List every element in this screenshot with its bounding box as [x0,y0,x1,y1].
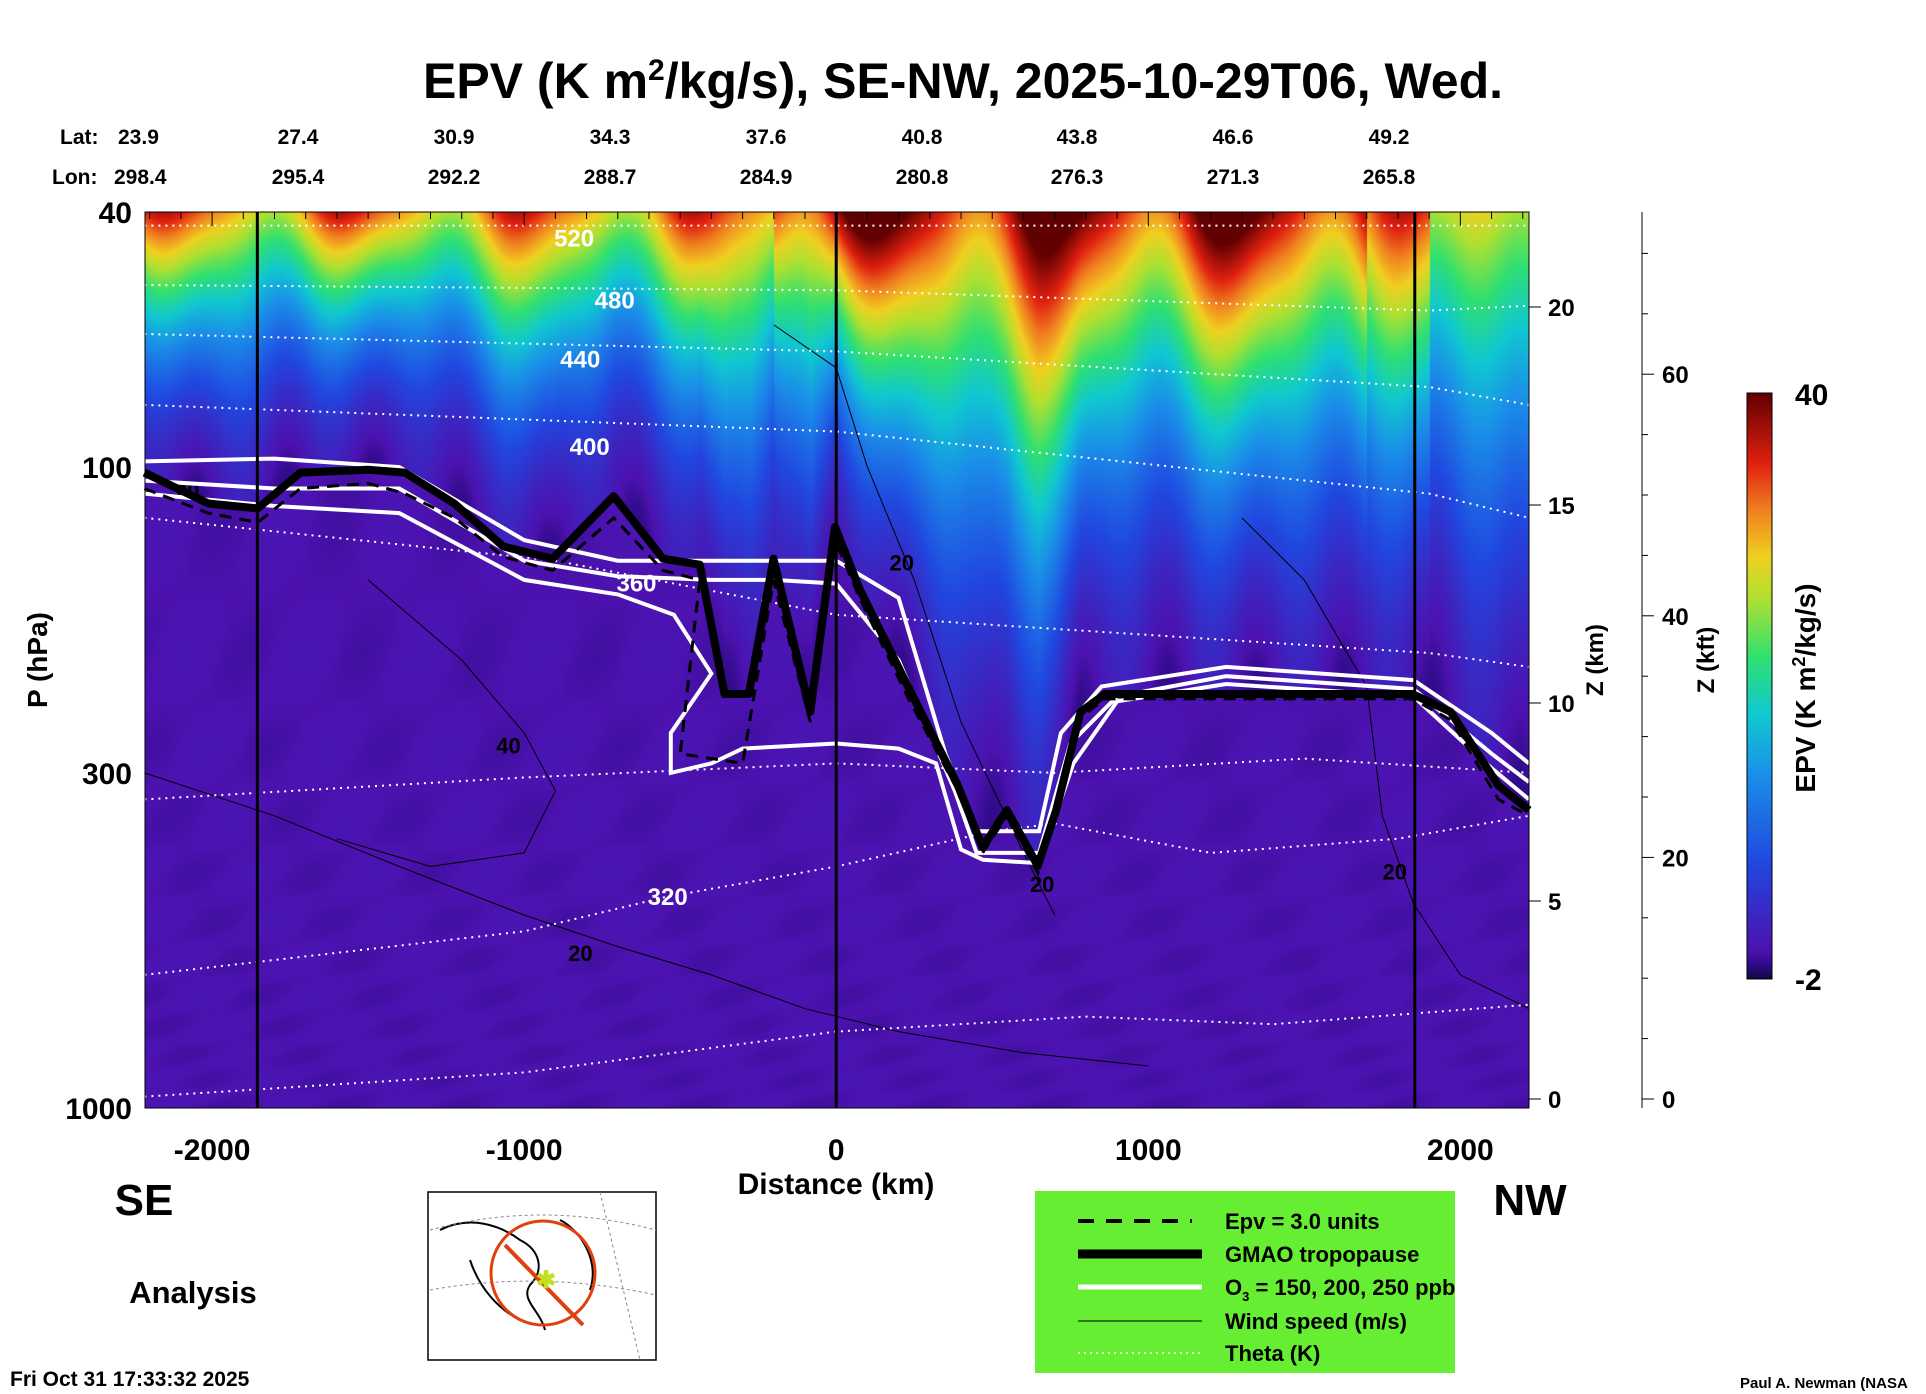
timestamp: Fri Oct 31 17:33:32 2025 [10,1368,250,1391]
range-circle-icon [489,1219,597,1327]
credit: Paul A. Newman (NASA [1740,1375,1908,1392]
legend-theta: Theta (K) [1225,1341,1320,1366]
longitude-value: 276.3 [1051,166,1104,189]
colorbar-min-label: -2 [1795,964,1822,997]
wind-speed-contour [336,579,556,868]
zkft-tick-label: 60 [1662,362,1689,389]
x-axis-label: Distance (km) [738,1168,935,1201]
analysis-label: Analysis [129,1275,257,1310]
x-tick-label: 1000 [1115,1134,1182,1167]
y-tick-label: 300 [82,758,132,791]
theta-contour [144,1003,1530,1098]
longitude-value: 265.8 [1363,166,1416,189]
y-tick-label: 100 [82,452,132,485]
location-map-inset: ✱ [427,1191,657,1361]
colorbar-label: EPV (K m2/kg/s) [1789,583,1821,792]
zkm-tick-label: 10 [1548,691,1575,718]
legend-box [1035,1191,1455,1373]
wind-speed-label: 20 [1383,859,1407,884]
latitude-value: 46.6 [1213,126,1254,149]
x-tick-label: 0 [828,1134,845,1167]
lat-label: Lat: [60,126,99,149]
wind-speed-label: 20 [890,550,914,575]
lat-lon-labels: Lat: Lon: 23.9 27.4 30.9 34.3 37.6 40.8 43.8 46… [52,126,1416,189]
y-tick-label: 1000 [65,1093,132,1126]
longitude-value: 271.3 [1207,166,1260,189]
theta-label: 400 [570,434,610,461]
direction-se: SE [115,1176,174,1225]
center-star-icon: ✱ [536,1267,556,1294]
axes: -2000 -1000 0 1000 2000 40 100 300 1000 0 5 10 15 20 0… [65,197,1688,1167]
zkft-tick-label: 40 [1662,604,1689,631]
x-tick-label: -2000 [174,1134,251,1167]
theta-label: 440 [560,347,600,374]
theta-label: 520 [554,226,594,253]
longitude-value: 284.9 [740,166,793,189]
lon-label: Lon: [52,166,97,189]
longitude-value: 288.7 [584,166,637,189]
zkm-tick-label: 20 [1548,295,1575,322]
direction-nw: NW [1493,1176,1567,1225]
latitude-value: 37.6 [746,126,787,149]
longitude-value: 298.4 [114,166,167,189]
plot-frame [144,211,1530,1109]
x-tick-label: 2000 [1427,1134,1494,1167]
legend: Epv = 3.0 units GMAO tropopause O3 = 150… [1035,1191,1455,1373]
legend-tropopause: GMAO tropopause [1225,1242,1419,1267]
chart-title: EPV (K m2/kg/s), SE-NW, 2025-10-29T06, W… [423,53,1503,109]
y-axis-label: P (hPa) [22,612,53,708]
zkft-tick-label: 20 [1662,845,1689,872]
latitude-value: 34.3 [590,126,631,149]
theta-contour [144,757,1530,801]
longitude-value: 292.2 [428,166,481,189]
zkm-tick-label: 15 [1548,493,1575,520]
longitude-value: 295.4 [272,166,325,189]
colorbar [1746,392,1773,980]
legend-epv: Epv = 3.0 units [1225,1209,1380,1234]
wind-speed-contour [144,772,1149,1067]
latitude-value: 23.9 [118,126,159,149]
zkft-axis-label: Z (kft) [1693,627,1720,694]
wind-speed-label: 20 [1030,872,1054,897]
latitude-value: 30.9 [434,126,475,149]
x-tick-label: -1000 [486,1134,563,1167]
wind-speed-contour [1241,517,1530,1010]
theta-label: 480 [595,288,635,315]
latitude-value: 49.2 [1369,126,1410,149]
latitude-value: 27.4 [278,126,319,149]
gmao-tropopause [142,465,1532,870]
wind-speed-label: 20 [568,941,592,966]
zkm-tick-label: 5 [1548,889,1561,916]
wind-speed-label: 40 [496,734,520,759]
theta-label: 320 [648,884,688,911]
zkft-tick-label: 0 [1662,1087,1675,1114]
colorbar-max-label: 40 [1795,379,1828,412]
theta-contour [144,284,1530,312]
y-tick-label: 40 [99,197,132,230]
legend-wind: Wind speed (m/s) [1225,1309,1407,1334]
transect-line-icon [503,1243,585,1327]
longitude-value: 280.8 [896,166,949,189]
zkm-tick-label: 0 [1548,1087,1561,1114]
zkm-axis-label: Z (km) [1582,624,1609,696]
legend-o3: O3 = 150, 200, 250 ppb [1225,1275,1455,1304]
latitude-value: 43.8 [1057,126,1098,149]
latitude-value: 40.8 [902,126,943,149]
